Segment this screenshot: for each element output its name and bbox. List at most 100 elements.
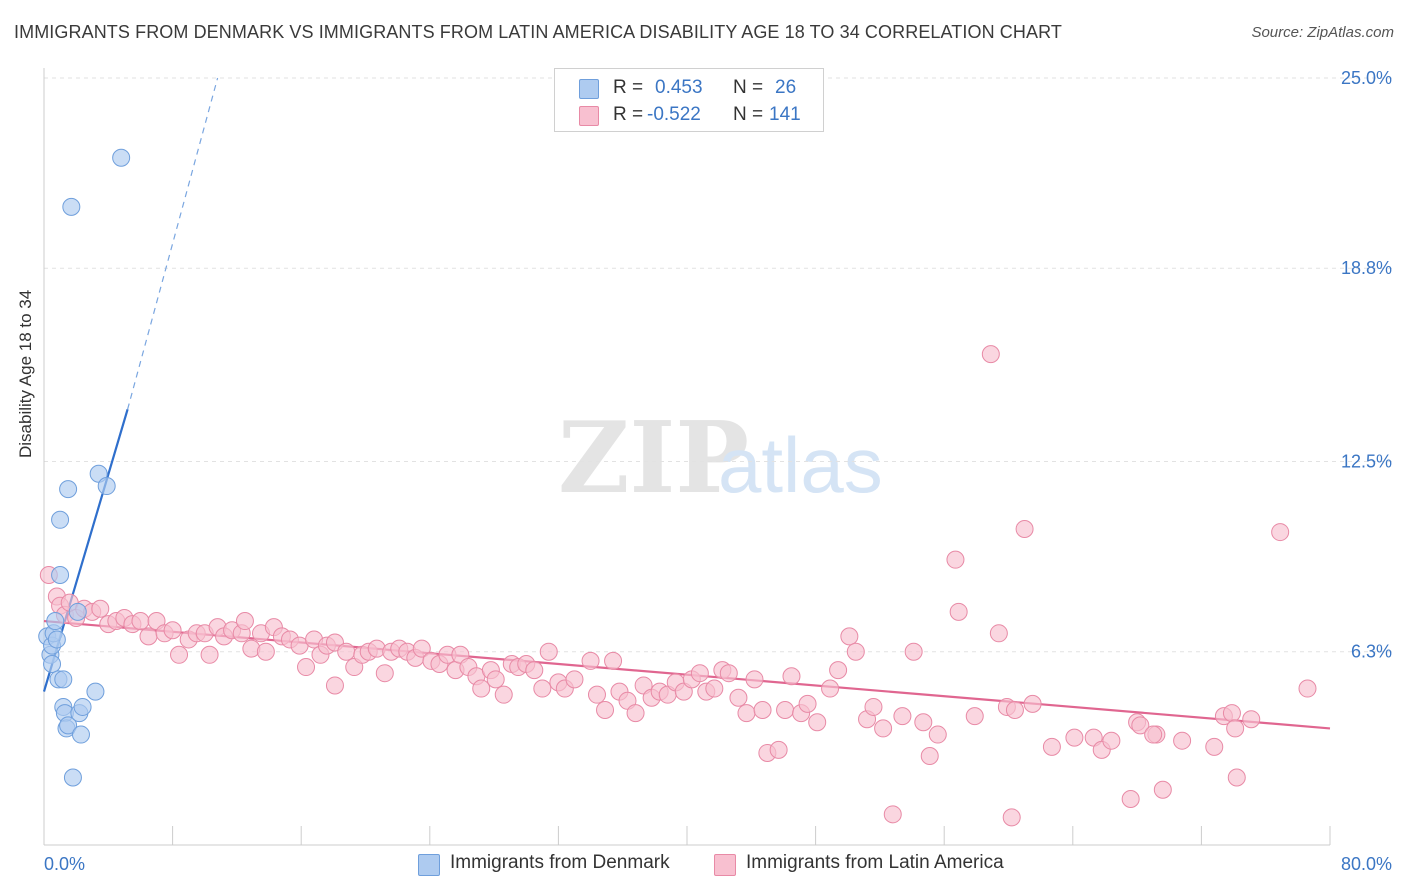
legend-row-latin-america: R = -0.522 N = 141 (555, 102, 823, 128)
data-point (86, 682, 105, 701)
data-point (864, 697, 883, 716)
data-point (587, 685, 606, 704)
data-point (170, 645, 189, 664)
data-point (1242, 710, 1261, 729)
data-point (91, 599, 110, 618)
data-point (1023, 694, 1042, 713)
chart-title: IMMIGRANTS FROM DENMARK VS IMMIGRANTS FR… (14, 22, 1062, 42)
data-point (604, 651, 623, 670)
data-point (539, 642, 558, 661)
data-point (729, 688, 748, 707)
data-point (1271, 523, 1290, 542)
data-point (893, 707, 912, 726)
data-point (920, 747, 939, 766)
data-point (46, 612, 65, 631)
data-point (596, 701, 615, 720)
data-point (62, 197, 81, 216)
data-point (256, 642, 275, 661)
data-point (965, 707, 984, 726)
data-point (47, 630, 66, 649)
data-point (989, 624, 1008, 643)
trendline-denmark-extension (127, 77, 219, 410)
bottom-legend-swatch-denmark (418, 854, 440, 876)
watermark: ZIP atlas (558, 401, 883, 516)
data-point (821, 679, 840, 698)
gridlines (44, 77, 1392, 653)
data-point (112, 148, 131, 167)
data-point (883, 805, 902, 824)
y-axis-label: Disability Age 18 to 34 (16, 289, 35, 458)
data-point (1227, 768, 1246, 787)
data-point (1005, 701, 1024, 720)
data-point (1042, 737, 1061, 756)
data-point (325, 676, 344, 695)
data-point (719, 664, 738, 683)
data-point (68, 602, 87, 621)
data-point (928, 725, 947, 744)
data-point (737, 704, 756, 723)
data-point (626, 704, 645, 723)
legend-n-label: N = (733, 77, 764, 98)
data-point (1015, 519, 1034, 538)
data-point (981, 345, 1000, 364)
bottom-legend-label-denmark: Immigrants from Denmark (450, 852, 670, 873)
x-tick-label: 0.0% (44, 854, 85, 874)
data-point (163, 621, 182, 640)
data-point (73, 697, 92, 716)
data-point (808, 713, 827, 732)
legend-n-label: N = (733, 104, 764, 125)
data-point (472, 679, 491, 698)
data-point (297, 658, 316, 677)
data-point (1121, 789, 1140, 808)
x-tick-label: 80.0% (1341, 854, 1392, 874)
data-point (565, 670, 584, 689)
y-tick-label: 6.3% (1351, 642, 1392, 662)
data-point (486, 670, 505, 689)
data-point (846, 642, 865, 661)
y-tick-label: 12.5% (1341, 452, 1392, 472)
data-point (581, 651, 600, 670)
legend-r-value: -0.522 (647, 104, 701, 125)
data-point (690, 664, 709, 683)
data-point (63, 768, 82, 787)
data-point (769, 740, 788, 759)
data-point (914, 713, 933, 732)
data-point (71, 725, 90, 744)
data-point (139, 627, 158, 646)
data-point (776, 701, 795, 720)
data-point (949, 602, 968, 621)
data-point (59, 716, 78, 735)
data-point (375, 664, 394, 683)
legend-n-value: 26 (775, 77, 797, 98)
data-point (874, 719, 893, 738)
bottom-legend-swatch-latin-america (714, 854, 736, 876)
bottom-legend-label-latin-america: Immigrants from Latin America (746, 852, 1004, 873)
data-point (1102, 731, 1121, 750)
data-point (1131, 716, 1150, 735)
data-point (235, 612, 254, 631)
data-point (43, 654, 62, 673)
legend-swatch-latin-america (579, 106, 599, 126)
legend-r-value: 0.453 (655, 77, 703, 98)
data-point (1226, 719, 1245, 738)
data-point (1222, 704, 1241, 723)
data-point (1144, 725, 1163, 744)
legend-n-value: 141 (769, 104, 801, 125)
legend: R = 0.453 N = 26 R = -0.522 N = 141 (554, 68, 824, 132)
y-tick-label: 18.8% (1341, 258, 1392, 278)
data-point (412, 639, 431, 658)
data-point (1205, 737, 1224, 756)
y-tick-label: 25.0% (1341, 68, 1392, 88)
data-point (1153, 780, 1172, 799)
data-point (1298, 679, 1317, 698)
axes (43, 68, 1331, 846)
legend-r-label: R = (613, 77, 644, 98)
data-point (54, 670, 73, 689)
data-point (533, 679, 552, 698)
data-point (745, 670, 764, 689)
data-point (705, 679, 724, 698)
legend-r-label: R = (613, 104, 644, 125)
data-point (200, 645, 219, 664)
data-point (753, 701, 772, 720)
